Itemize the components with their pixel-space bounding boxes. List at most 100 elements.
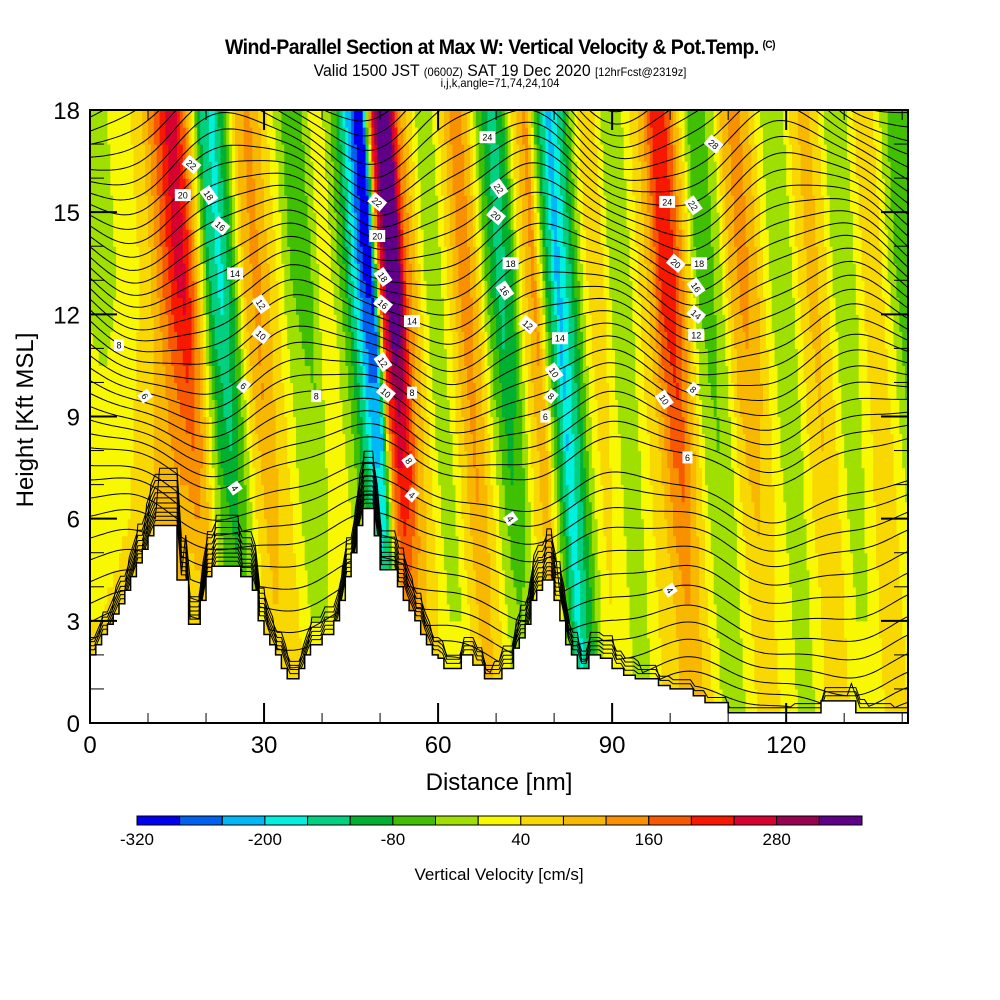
field-cell bbox=[385, 127, 390, 145]
field-cell bbox=[90, 484, 94, 503]
field-cell bbox=[307, 399, 312, 418]
field-cell bbox=[475, 229, 480, 247]
field-cell bbox=[185, 518, 190, 537]
field-cell bbox=[472, 127, 477, 145]
field-cell bbox=[208, 348, 213, 366]
field-cell bbox=[380, 161, 384, 179]
field-cell bbox=[133, 161, 137, 179]
field-cell bbox=[414, 246, 419, 264]
field-cell bbox=[104, 212, 108, 230]
field-cell bbox=[124, 229, 129, 247]
field-cell bbox=[188, 467, 193, 486]
field-cell bbox=[243, 195, 248, 213]
field-cell bbox=[104, 484, 108, 503]
field-cell bbox=[371, 280, 375, 298]
field-cell bbox=[240, 331, 245, 349]
field-cell bbox=[168, 280, 172, 298]
field-cell bbox=[310, 569, 314, 588]
field-cell bbox=[107, 127, 111, 145]
field-cell bbox=[191, 484, 195, 503]
field-cell bbox=[217, 450, 222, 469]
field-cell bbox=[449, 450, 454, 469]
field-cell bbox=[188, 144, 193, 162]
field-cell bbox=[438, 297, 442, 315]
field-cell bbox=[211, 195, 216, 213]
field-cell bbox=[423, 484, 428, 503]
field-cell bbox=[333, 178, 338, 196]
field-cell bbox=[272, 433, 277, 452]
field-cell bbox=[365, 331, 370, 349]
field-cell bbox=[148, 161, 152, 179]
field-cell bbox=[162, 314, 166, 332]
field-cell bbox=[278, 161, 282, 179]
field-cell bbox=[185, 195, 190, 213]
field-cell bbox=[307, 586, 312, 605]
field-cell bbox=[327, 314, 332, 332]
field-cell bbox=[264, 212, 268, 230]
field-cell bbox=[95, 399, 100, 418]
field-cell bbox=[290, 450, 294, 469]
field-cell bbox=[348, 280, 352, 298]
field-cell bbox=[348, 467, 352, 486]
field-cell bbox=[156, 450, 161, 469]
field-cell bbox=[162, 467, 166, 486]
field-cell bbox=[211, 365, 216, 383]
field-cell bbox=[406, 552, 410, 571]
field-cell bbox=[423, 110, 428, 128]
field-cell bbox=[162, 178, 166, 196]
field-cell bbox=[322, 263, 326, 281]
field-cell bbox=[266, 569, 271, 588]
field-cell bbox=[182, 365, 187, 383]
field-cell bbox=[133, 178, 137, 196]
field-cell bbox=[481, 603, 486, 622]
field-cell bbox=[278, 620, 282, 639]
field-cell bbox=[336, 229, 341, 247]
field-cell bbox=[435, 518, 439, 537]
field-cell bbox=[441, 110, 445, 128]
field-cell bbox=[101, 382, 106, 400]
field-cell bbox=[110, 569, 114, 588]
field-cell bbox=[377, 161, 381, 179]
field-cell bbox=[435, 501, 439, 520]
field-cell bbox=[145, 365, 149, 383]
field-cell bbox=[235, 229, 239, 247]
field-cell bbox=[104, 450, 108, 469]
field-cell bbox=[101, 127, 106, 145]
field-cell bbox=[171, 127, 175, 145]
field-cell bbox=[345, 467, 349, 486]
field-cell bbox=[104, 263, 108, 281]
field-cell bbox=[269, 314, 274, 332]
field-cell bbox=[223, 467, 227, 486]
field-cell bbox=[156, 331, 161, 349]
field-cell bbox=[435, 433, 439, 452]
field-cell bbox=[278, 552, 282, 571]
field-cell bbox=[206, 263, 210, 281]
field-cell bbox=[272, 382, 277, 400]
field-cell bbox=[191, 144, 195, 162]
field-cell bbox=[443, 382, 448, 400]
field-cell bbox=[481, 416, 486, 435]
field-cell bbox=[374, 518, 378, 537]
field-cell bbox=[249, 280, 253, 298]
field-cell bbox=[101, 484, 106, 503]
field-cell bbox=[220, 297, 224, 315]
field-cell bbox=[182, 212, 187, 230]
field-cell bbox=[470, 331, 474, 349]
field-cell bbox=[429, 161, 433, 179]
field-cell bbox=[235, 314, 239, 332]
field-cell bbox=[397, 552, 401, 571]
field-cell bbox=[200, 518, 204, 537]
field-cell bbox=[394, 433, 399, 452]
field-cell bbox=[203, 518, 207, 537]
field-cell bbox=[148, 229, 152, 247]
field-cell bbox=[211, 501, 216, 520]
field-cell bbox=[472, 178, 477, 196]
field-cell bbox=[153, 399, 158, 418]
field-cell bbox=[269, 552, 274, 571]
field-cell bbox=[461, 365, 465, 383]
field-cell bbox=[246, 127, 251, 145]
field-cell bbox=[142, 501, 146, 520]
field-cell bbox=[298, 654, 303, 673]
field-cell bbox=[188, 314, 193, 332]
field-cell bbox=[258, 144, 262, 162]
